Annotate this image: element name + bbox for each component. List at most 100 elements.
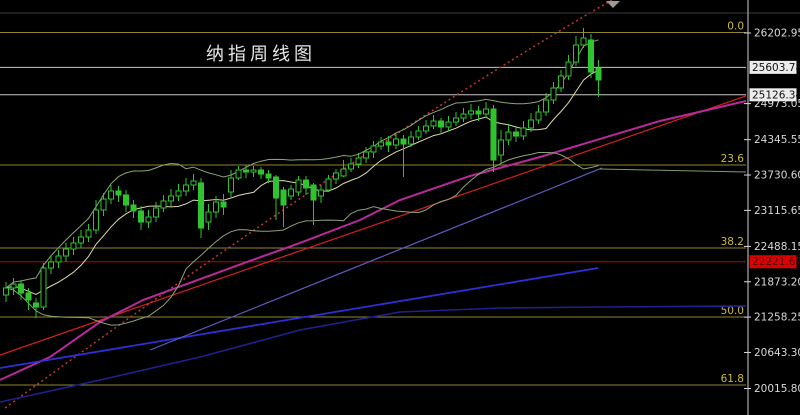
axis-label: 23730.60 <box>754 170 800 182</box>
candle <box>160 195 167 213</box>
candle-body-up <box>378 141 384 147</box>
candle-body-up <box>483 108 489 115</box>
candle-body-up <box>355 157 362 165</box>
candle <box>310 182 317 225</box>
candle <box>318 185 324 203</box>
candle-body-down <box>385 141 392 146</box>
candle-body-down <box>513 131 519 137</box>
candle <box>550 82 557 105</box>
candle-body-up <box>460 113 467 119</box>
plot-area[interactable]: 0.0 23.6 38.2 50.0 61.8 <box>0 0 747 409</box>
candle <box>288 185 294 200</box>
candle <box>385 135 392 153</box>
candle-body-up <box>295 179 302 193</box>
candle <box>25 287 32 310</box>
candle <box>250 165 257 178</box>
candle <box>595 60 602 98</box>
candle-body-down <box>280 189 287 206</box>
candle-body-up <box>48 261 54 269</box>
candle <box>325 175 332 193</box>
candle-body-up <box>550 87 557 101</box>
candle-body-down <box>130 204 137 212</box>
candle <box>123 190 129 213</box>
candle-body-up <box>573 44 579 63</box>
candle-body-up <box>235 169 242 179</box>
candle-body-up <box>168 195 174 202</box>
candle-body-up <box>85 229 92 238</box>
candle-body-up <box>528 119 534 129</box>
candle <box>333 169 339 185</box>
axis-label: 21873.20 <box>754 276 800 288</box>
fib-label: 23.6 <box>721 153 745 165</box>
candle-body-up <box>543 99 549 113</box>
candle-body-down <box>273 176 279 199</box>
candle-body-up <box>363 151 369 159</box>
candle-body-up <box>78 236 84 244</box>
candle <box>483 102 489 118</box>
candle <box>520 120 527 140</box>
price-line-box <box>749 60 797 74</box>
candle <box>190 174 197 190</box>
dotted-channel-line <box>4 0 613 409</box>
candle-body-up <box>63 248 69 257</box>
candle <box>393 132 399 150</box>
candle <box>85 224 92 243</box>
candle <box>198 177 204 238</box>
candle <box>498 130 504 163</box>
candle-body-up <box>393 138 399 146</box>
candle-body-up <box>93 209 99 231</box>
candle <box>378 137 384 150</box>
red-trendline <box>0 95 747 356</box>
candle-body-up <box>468 110 474 115</box>
candle <box>340 160 347 178</box>
candle-body-up <box>333 172 339 180</box>
candle <box>453 112 459 126</box>
price-line-box <box>749 88 797 102</box>
candle <box>363 147 369 163</box>
candle-body-up <box>505 131 512 141</box>
candle-body-down <box>123 194 129 206</box>
candle <box>490 105 497 173</box>
candle <box>400 135 407 178</box>
candle-body-down <box>18 283 24 294</box>
candle-body-down <box>25 292 32 301</box>
candle <box>303 175 309 195</box>
candle-body-up <box>183 184 189 192</box>
candle <box>475 105 482 121</box>
candle-body-up <box>100 198 107 211</box>
candle <box>273 175 279 220</box>
candle <box>115 185 122 203</box>
candle-body-up <box>175 190 182 197</box>
candle <box>235 165 242 180</box>
candle-body-down <box>588 39 594 73</box>
candle <box>355 152 362 168</box>
fib-label: 0.0 <box>727 21 744 33</box>
candle-body-up <box>498 139 504 156</box>
candle-body-up <box>558 75 564 89</box>
candle <box>415 125 422 140</box>
candle <box>468 104 474 120</box>
candle-body-up <box>430 120 437 127</box>
candle-body-up <box>70 242 77 250</box>
candle <box>153 202 159 223</box>
candle-body-up <box>160 200 167 209</box>
candle <box>168 189 174 206</box>
candle <box>580 27 587 48</box>
candle-body-up <box>423 125 429 132</box>
candle-body-up <box>580 37 587 46</box>
navy-ma <box>0 305 747 403</box>
candle <box>220 194 227 215</box>
candle-body-down <box>475 110 482 115</box>
candle <box>370 140 377 158</box>
candle-body-down <box>198 182 204 229</box>
scroll-down-marker[interactable] <box>606 1 620 8</box>
candle <box>258 167 264 180</box>
candle-body-down <box>115 190 122 196</box>
candle-body-up <box>205 211 212 223</box>
candle <box>63 242 69 263</box>
candle-body-up <box>3 287 9 296</box>
candle <box>505 124 512 145</box>
candle <box>445 115 452 131</box>
axis-label: 21258.25 <box>754 312 800 324</box>
